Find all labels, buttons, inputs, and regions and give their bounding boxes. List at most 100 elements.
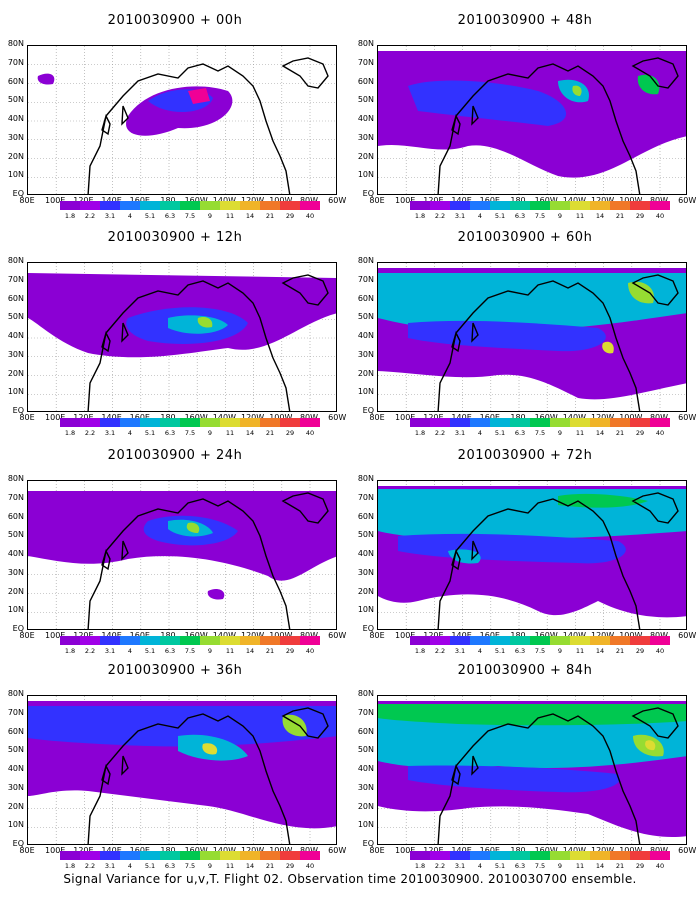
coastline <box>437 274 679 411</box>
colorbar-swatch <box>60 201 80 210</box>
longitude-label: 180 <box>510 631 525 640</box>
colorbar-label: 29 <box>285 647 295 655</box>
colorbar-swatch <box>610 418 630 427</box>
colorbar-label: 7.5 <box>534 862 546 870</box>
latitude-label: 70N <box>7 707 24 717</box>
longitude-label: 140W <box>563 846 586 855</box>
longitude-label: 140W <box>563 413 586 422</box>
longitude-label: 120W <box>591 846 614 855</box>
longitude-label: 180 <box>510 846 525 855</box>
latitude-label: 80N <box>357 689 374 698</box>
colorbar-swatch <box>200 418 220 427</box>
colorbar-label: 4 <box>477 647 483 655</box>
colorbar-swatch <box>570 201 590 210</box>
longitude-label: 100W <box>619 631 642 640</box>
longitude-label: 80E <box>19 631 35 640</box>
longitude-label: 60W <box>328 846 347 855</box>
latitude-label: 80N <box>7 689 24 698</box>
colorbar-swatch <box>160 636 180 645</box>
colorbar-label: 2.2 <box>84 212 96 220</box>
latitude-label: 30N <box>357 567 374 577</box>
colorbar-label: 4 <box>127 212 133 220</box>
colorbar-swatch <box>610 636 630 645</box>
colorbar-swatch <box>570 418 590 427</box>
colorbar-label: 29 <box>285 212 295 220</box>
colorbar-label: 21 <box>265 647 275 655</box>
longitude-label: 140E <box>451 631 471 640</box>
variance-contour <box>168 315 228 334</box>
colorbar-label: 5.1 <box>144 429 156 437</box>
map-panel: 2010030900 + 60h 80N 70N 60N 50N 40N 30N 20N 10N… <box>355 222 696 437</box>
latitude-label: 30N <box>7 782 24 792</box>
colorbar-label: 11 <box>225 429 235 437</box>
variance-contour <box>628 281 654 304</box>
colorbar-labels: 1.8 2.2 3.1 4 5.1 6.3 7.5 9 11 14 21 29 40 <box>60 647 320 657</box>
longitude-label: 160E <box>130 846 150 855</box>
colorbar-label: 6.3 <box>514 862 526 870</box>
colorbar-swatch <box>430 851 450 860</box>
colorbar-swatch <box>410 851 430 860</box>
colorbar-label: 40 <box>305 429 315 437</box>
colorbar-label: 2.2 <box>434 862 446 870</box>
longitude-label: 140E <box>101 413 121 422</box>
longitude-label: 140W <box>563 196 586 205</box>
colorbar-label: 40 <box>305 647 315 655</box>
longitude-label: 120W <box>241 196 264 205</box>
colorbar-swatch <box>530 201 550 210</box>
colorbar-swatch <box>490 636 510 645</box>
colorbar-label: 5.1 <box>494 862 506 870</box>
longitude-label: 180 <box>160 196 175 205</box>
latitude-label: 20N <box>7 801 24 811</box>
longitude-label: 160E <box>130 413 150 422</box>
colorbar-swatch <box>160 418 180 427</box>
colorbar-label: 5.1 <box>144 647 156 655</box>
variance-contour <box>645 740 656 751</box>
colorbar-label: 14 <box>595 647 605 655</box>
coastline <box>87 274 329 411</box>
colorbar-swatch <box>180 201 200 210</box>
longitude-label: 120W <box>591 196 614 205</box>
longitude-label: 80W <box>650 631 668 640</box>
latitude-label: 40N <box>7 331 24 340</box>
colorbar-label: 6.3 <box>514 429 526 437</box>
latitude-label: 50N <box>357 745 374 755</box>
colorbar-swatch <box>650 201 670 210</box>
variance-map <box>28 696 336 844</box>
colorbar-swatch <box>550 201 570 210</box>
latitude-label: 40N <box>357 331 374 340</box>
colorbar-label: 40 <box>305 862 315 870</box>
colorbar-swatch <box>530 418 550 427</box>
colorbar-label: 9 <box>207 647 213 655</box>
longitude-label: 120W <box>591 413 614 422</box>
longitude-label: 120W <box>591 631 614 640</box>
longitude-label: 80W <box>650 413 668 422</box>
latitude-label: EQ <box>12 839 24 848</box>
variance-map <box>28 263 336 411</box>
colorbar-label: 5.1 <box>494 647 506 655</box>
colorbar-swatch <box>610 851 630 860</box>
longitude-label: 160W <box>535 413 558 422</box>
longitude-label: 140E <box>451 413 471 422</box>
colorbar-label: 21 <box>265 862 275 870</box>
colorbar-swatch <box>280 201 300 210</box>
colorbar-label: 11 <box>225 862 235 870</box>
colorbar-labels: 1.8 2.2 3.1 4 5.1 6.3 7.5 9 11 14 21 29 40 <box>410 212 670 222</box>
map-area <box>27 480 337 630</box>
map-area <box>377 262 687 412</box>
longitude-label: 160E <box>480 196 500 205</box>
coastline <box>87 57 329 194</box>
colorbar-swatch <box>220 851 240 860</box>
colorbar-label: 4 <box>127 429 133 437</box>
colorbar-swatch <box>100 851 120 860</box>
variance-contour <box>186 522 200 533</box>
colorbar-label: 7.5 <box>184 429 196 437</box>
colorbar-label: 1.8 <box>64 647 76 655</box>
map-area <box>27 45 337 195</box>
colorbar-label: 6.3 <box>164 429 176 437</box>
colorbar-labels: 1.8 2.2 3.1 4 5.1 6.3 7.5 9 11 14 21 29 40 <box>60 429 320 439</box>
colorbar-swatch <box>590 418 610 427</box>
colorbar-label: 7.5 <box>534 429 546 437</box>
colorbar-label: 3.1 <box>454 862 466 870</box>
colorbar-swatch <box>300 851 320 860</box>
colorbar <box>60 636 320 645</box>
